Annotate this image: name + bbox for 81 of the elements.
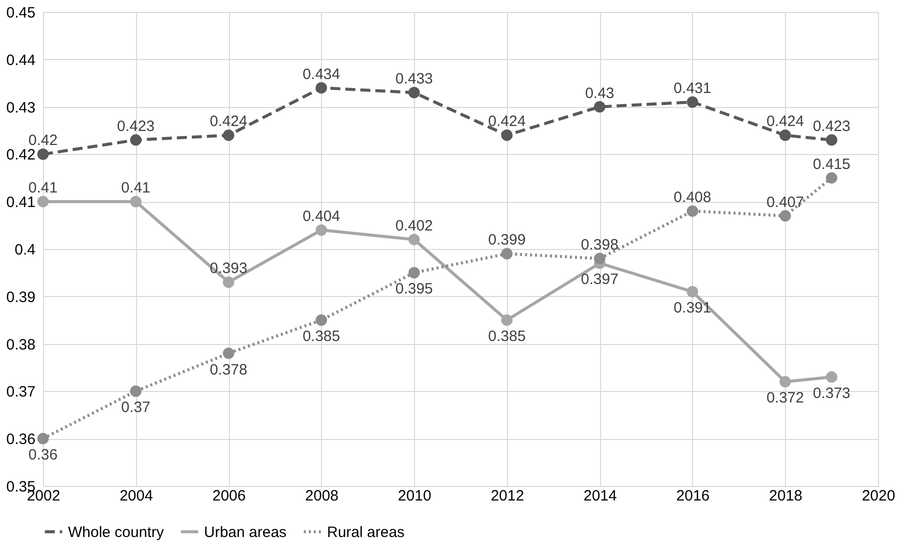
data-label: 0.42 <box>28 132 58 150</box>
y-tick-label: 0.38 <box>6 336 36 354</box>
y-tick-label: 0.45 <box>6 4 36 22</box>
data-label: 0.408 <box>674 189 712 206</box>
point <box>826 371 838 383</box>
x-tick-label: 2016 <box>676 488 710 504</box>
legend-label: Whole country <box>68 524 164 541</box>
data-label: 0.415 <box>812 156 850 173</box>
data-label: 0.424 <box>488 113 526 130</box>
data-label: 0.423 <box>117 118 155 135</box>
point <box>826 134 838 146</box>
data-label: 0.41 <box>28 180 58 197</box>
data-label: 0.393 <box>210 260 248 278</box>
data-label: 0.434 <box>302 66 340 83</box>
data-label: 0.433 <box>395 70 433 88</box>
point <box>826 172 838 184</box>
point <box>130 134 142 146</box>
data-label: 0.372 <box>766 390 804 407</box>
data-label: 0.399 <box>488 232 526 249</box>
point <box>594 101 606 112</box>
data-label: 0.37 <box>121 399 150 416</box>
y-tick-label: 0.41 <box>6 194 36 212</box>
data-label: 0.378 <box>210 361 248 378</box>
point <box>780 376 791 388</box>
data-label: 0.41 <box>121 180 150 197</box>
y-tick-label: 0.37 <box>6 384 36 401</box>
data-label: 0.424 <box>210 113 248 130</box>
point <box>37 432 49 444</box>
data-label: 0.404 <box>302 208 340 226</box>
data-label: 0.385 <box>488 328 526 346</box>
legend-label: Urban areas <box>204 524 287 541</box>
x-tick-label: 2006 <box>212 488 246 504</box>
y-tick-label: 0.39 <box>6 288 36 306</box>
data-label: 0.395 <box>395 280 433 298</box>
point <box>222 348 234 359</box>
data-label: 0.423 <box>812 118 850 135</box>
point <box>408 86 420 98</box>
point <box>408 267 420 278</box>
point <box>222 276 234 288</box>
point <box>130 386 142 397</box>
x-tick-label: 2010 <box>398 488 432 504</box>
y-tick-label: 0.4 <box>14 242 36 258</box>
data-label: 0.43 <box>585 84 614 102</box>
x-tick-label: 2004 <box>120 488 153 504</box>
data-label: 0.373 <box>812 384 850 402</box>
y-tick-label: 0.43 <box>6 99 36 116</box>
point <box>686 96 698 108</box>
data-label: 0.431 <box>674 80 712 98</box>
point <box>37 196 49 208</box>
point <box>130 196 142 208</box>
y-tick-label: 0.36 <box>6 431 36 448</box>
y-tick-label: 0.44 <box>6 52 36 69</box>
legend-label: Rural areas <box>327 524 405 541</box>
x-tick-label: 2020 <box>862 488 896 504</box>
point <box>501 130 513 141</box>
point <box>594 252 606 264</box>
data-label: 0.398 <box>580 236 618 254</box>
point <box>408 234 420 246</box>
point <box>686 286 698 298</box>
x-tick-label: 2008 <box>305 488 339 504</box>
point <box>501 248 513 260</box>
point <box>780 210 791 222</box>
data-label: 0.407 <box>766 194 804 211</box>
data-label: 0.397 <box>580 271 618 288</box>
x-tick-label: 2018 <box>769 488 802 504</box>
data-label: 0.424 <box>766 113 804 130</box>
y-tick-label: 0.42 <box>6 146 36 164</box>
data-label: 0.36 <box>28 446 58 464</box>
point <box>222 130 234 141</box>
point <box>316 224 328 236</box>
point <box>686 205 698 217</box>
point <box>316 82 328 94</box>
point <box>37 148 49 160</box>
data-label: 0.402 <box>395 218 433 235</box>
data-label: 0.385 <box>302 328 340 346</box>
data-label: 0.391 <box>674 300 712 317</box>
x-tick-label: 2014 <box>583 488 617 504</box>
point <box>501 314 513 326</box>
point <box>316 314 328 326</box>
point <box>780 130 791 141</box>
x-tick-label: 2012 <box>490 488 524 504</box>
